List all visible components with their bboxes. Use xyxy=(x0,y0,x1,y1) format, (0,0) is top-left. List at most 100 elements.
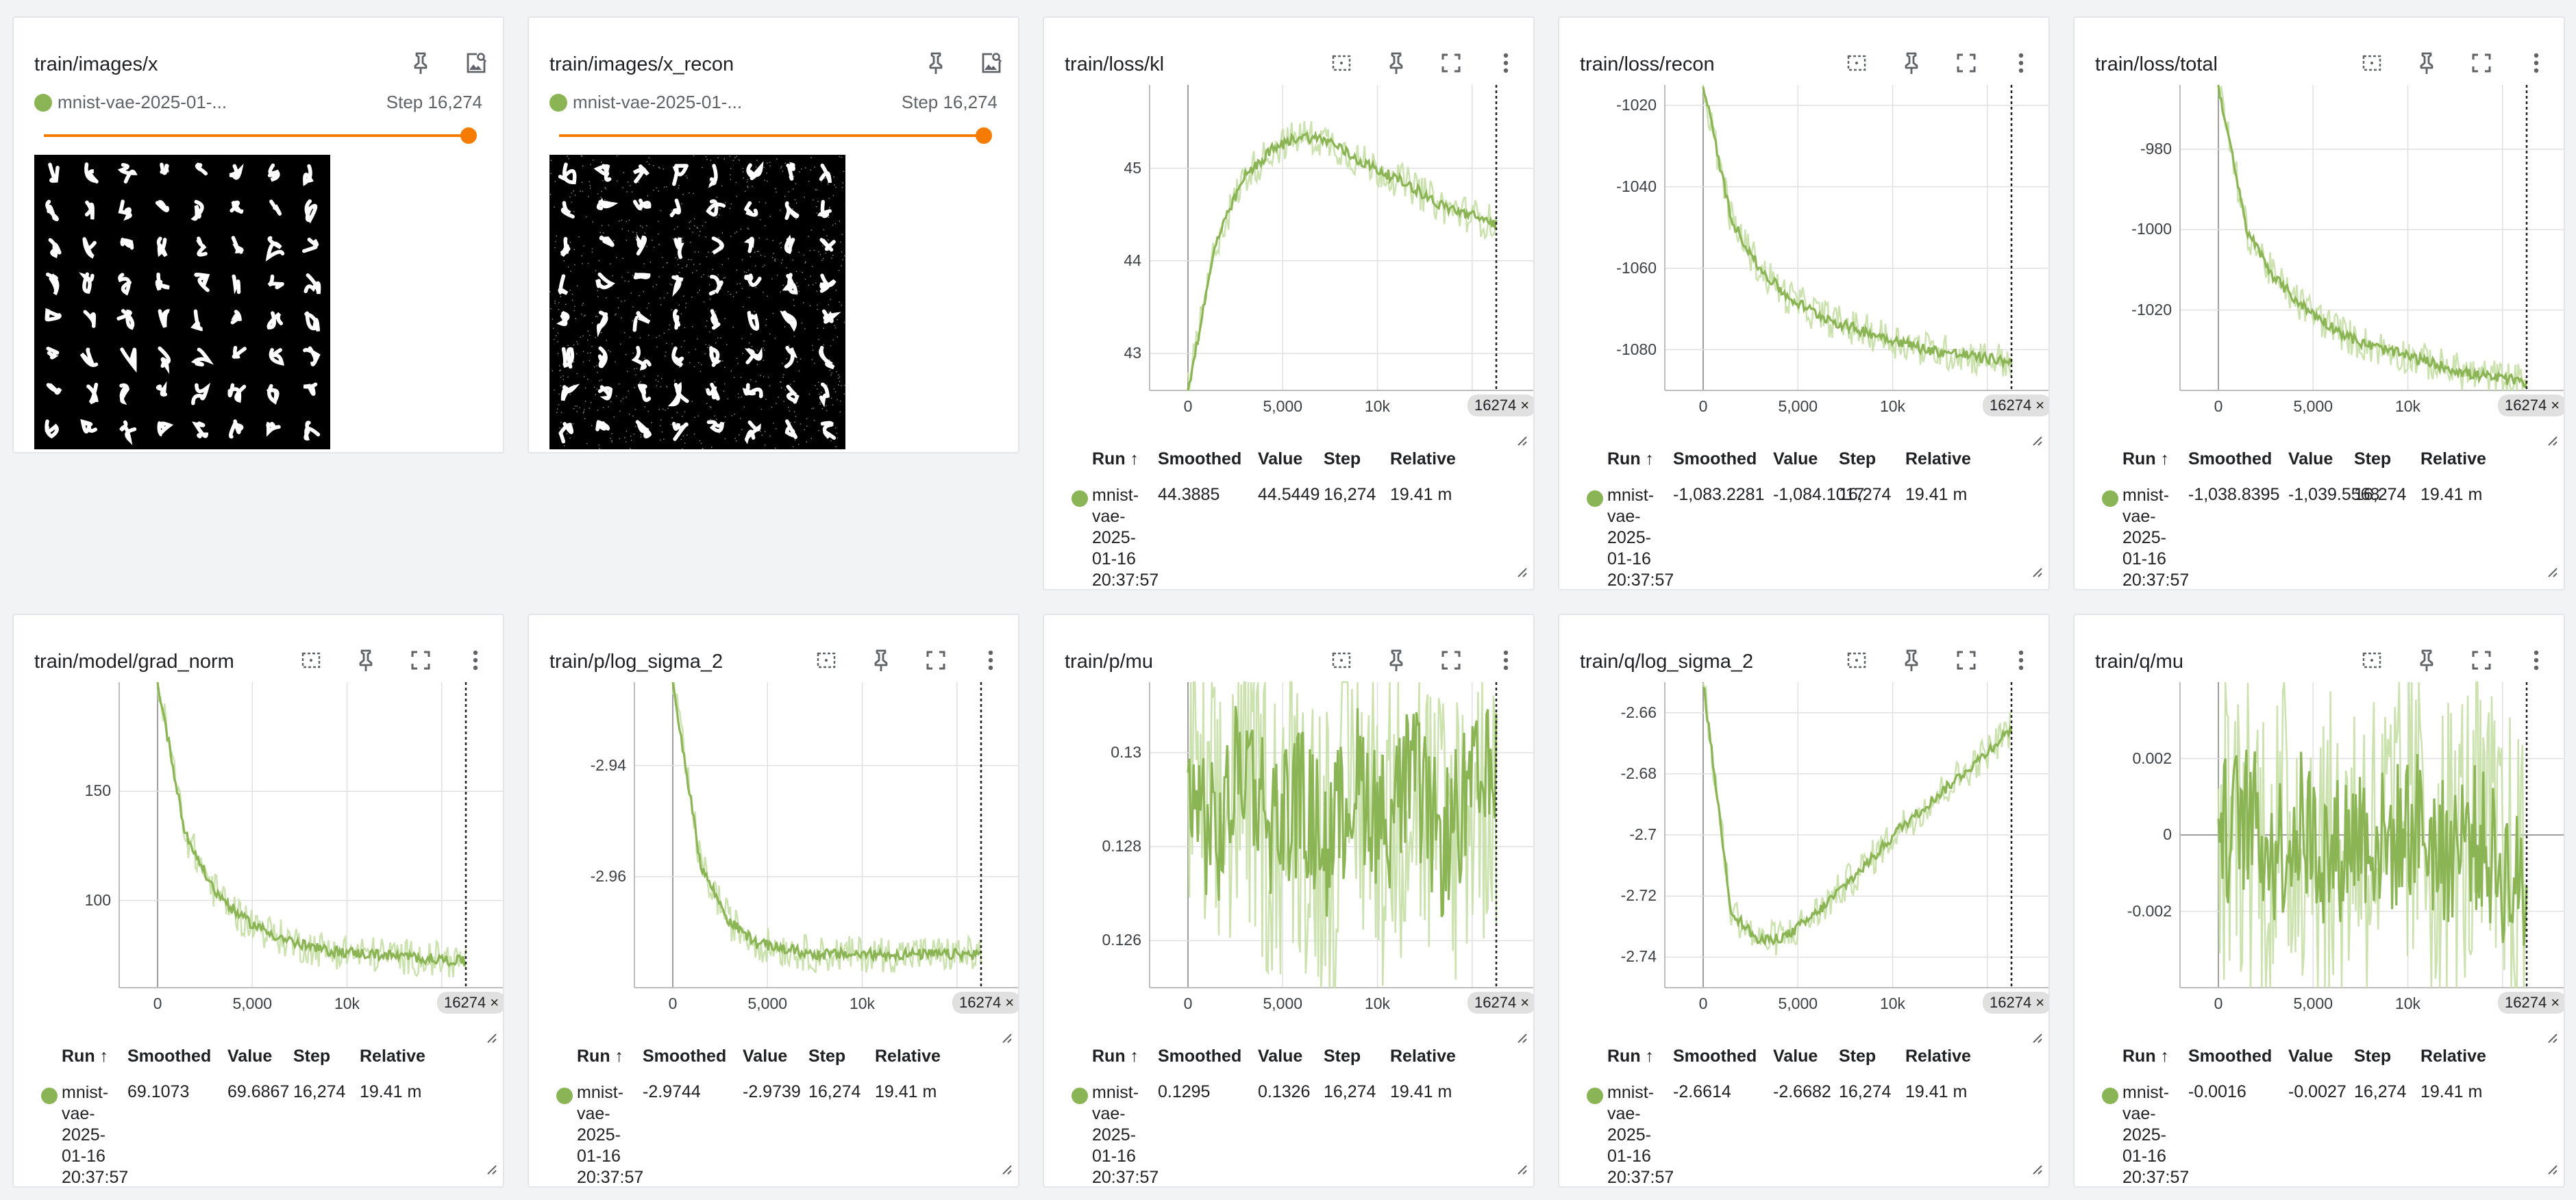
resize-handle-icon[interactable] xyxy=(485,1163,497,1175)
col-run-header[interactable]: Run ↑ xyxy=(1092,449,1139,468)
resize-handle-icon[interactable] xyxy=(1515,1163,1528,1175)
y-tick-label: 0.002 xyxy=(2132,749,2172,767)
fullscreen-icon[interactable] xyxy=(1437,647,1465,674)
resize-handle-icon[interactable] xyxy=(2546,1032,2558,1044)
run-name-line: 01-16 xyxy=(2122,549,2166,568)
digit-sample xyxy=(671,346,684,368)
resize-handle-icon[interactable] xyxy=(1000,1163,1013,1175)
series-group xyxy=(1187,681,1498,989)
step-slider-thumb[interactable] xyxy=(976,127,992,144)
card-title: train/p/mu xyxy=(1065,651,1153,673)
more-vert-icon[interactable] xyxy=(1492,647,1520,674)
fullscreen-icon[interactable] xyxy=(1953,49,1980,77)
step-slider-thumb[interactable] xyxy=(460,127,477,144)
digit-sample xyxy=(84,200,95,220)
resize-handle-icon[interactable] xyxy=(1000,1032,1013,1044)
digit-sample xyxy=(303,346,321,366)
pin-icon[interactable] xyxy=(1383,647,1410,674)
pin-icon[interactable] xyxy=(1383,49,1410,77)
pin-icon[interactable] xyxy=(2413,647,2440,674)
col-run-header[interactable]: Run ↑ xyxy=(2122,449,2170,468)
pin-icon[interactable] xyxy=(352,647,380,674)
col-run-header[interactable]: Run ↑ xyxy=(62,1047,109,1066)
step-marker-chip[interactable]: 16274 × xyxy=(1983,992,2048,1014)
resize-handle-icon[interactable] xyxy=(2546,1163,2558,1175)
resize-handle-icon[interactable] xyxy=(2031,1032,2043,1044)
mnist-sample-grid xyxy=(549,155,847,451)
fit-domain-icon[interactable] xyxy=(297,647,325,674)
fullscreen-icon[interactable] xyxy=(407,647,434,674)
resize-handle-icon[interactable] xyxy=(2031,1163,2043,1175)
step-marker-chip[interactable]: 16274 × xyxy=(1983,395,2048,416)
fullscreen-icon[interactable] xyxy=(1953,647,1980,674)
run-table: Run ↑ Smoothed Value Step Relative mnist-vae-… xyxy=(2095,1047,2564,1186)
step-slider-track[interactable] xyxy=(44,134,470,137)
digit-sample xyxy=(267,384,280,405)
image-search-icon[interactable] xyxy=(977,49,1004,77)
fit-domain-icon[interactable] xyxy=(813,647,840,674)
col-run-header[interactable]: Run ↑ xyxy=(1607,1047,1655,1066)
fullscreen-icon[interactable] xyxy=(2468,647,2495,674)
more-vert-icon[interactable] xyxy=(1492,49,1520,77)
step-slider-track[interactable] xyxy=(559,134,985,137)
fit-domain-icon[interactable] xyxy=(1843,647,1870,674)
step-marker-chip[interactable]: 16274 × xyxy=(1467,395,1533,416)
pin-icon[interactable] xyxy=(2413,49,2440,77)
step-marker-chip[interactable]: 16274 × xyxy=(952,992,1018,1014)
run-name-line: 2025- xyxy=(1092,1125,1136,1145)
resize-handle-icon[interactable] xyxy=(2031,434,2043,447)
pin-icon[interactable] xyxy=(1898,49,1925,77)
col-run-header[interactable]: Run ↑ xyxy=(1607,449,1655,468)
col-run-header[interactable]: Run ↑ xyxy=(577,1047,624,1066)
digit-sample xyxy=(45,419,59,439)
pin-icon[interactable] xyxy=(922,49,950,77)
digit-sample xyxy=(556,310,570,327)
col-run-header[interactable]: Run ↑ xyxy=(1092,1047,1139,1066)
resize-handle-icon[interactable] xyxy=(1515,434,1528,447)
fullscreen-icon[interactable] xyxy=(922,647,950,674)
fit-domain-icon[interactable] xyxy=(2358,49,2386,77)
resize-handle-icon[interactable] xyxy=(2546,434,2558,447)
run-color-dot xyxy=(1587,490,1603,507)
relative-cell: 19.41 m xyxy=(1905,485,1968,504)
digit-sample xyxy=(230,310,242,325)
pin-icon[interactable] xyxy=(867,647,895,674)
fullscreen-icon[interactable] xyxy=(2468,49,2495,77)
resize-handle-icon[interactable] xyxy=(1515,1032,1528,1044)
value-cell: -2.9739 xyxy=(743,1082,801,1101)
resize-handle-icon[interactable] xyxy=(2546,566,2558,578)
digit-sample xyxy=(708,275,723,296)
fit-domain-icon[interactable] xyxy=(1328,49,1355,77)
resize-handle-icon[interactable] xyxy=(485,1032,497,1044)
more-vert-icon[interactable] xyxy=(2007,49,2035,77)
fullscreen-icon[interactable] xyxy=(1437,49,1465,77)
step-cell: 16,274 xyxy=(293,1082,346,1101)
step-marker-chip[interactable]: 16274 × xyxy=(2498,395,2564,416)
resize-handle-icon[interactable] xyxy=(2031,566,2043,578)
pin-icon[interactable] xyxy=(1898,647,1925,674)
digit-sample xyxy=(669,198,682,218)
fit-domain-icon[interactable] xyxy=(1843,49,1870,77)
resize-handle-icon[interactable] xyxy=(1515,566,1528,578)
fit-domain-icon[interactable] xyxy=(2358,647,2386,674)
run-name-cell: mnist-vae- 2025- 01-16 20:37:57 xyxy=(1092,1082,1159,1186)
line-chart: -2.94 -2.96 0 5,000 10k 16274 × xyxy=(549,682,1018,1018)
more-vert-icon[interactable] xyxy=(977,647,1004,674)
step-marker-chip[interactable]: 16274 × xyxy=(437,992,503,1014)
digit-sample xyxy=(79,347,99,367)
run-label: mnist-vae-2025-01-... xyxy=(34,92,227,113)
more-vert-icon[interactable] xyxy=(2523,647,2550,674)
fit-domain-icon[interactable] xyxy=(1328,647,1355,674)
more-vert-icon[interactable] xyxy=(2523,49,2550,77)
image-search-icon[interactable] xyxy=(462,49,489,77)
y-tick-label: -2.72 xyxy=(1620,886,1657,905)
step-marker-chip[interactable]: 16274 × xyxy=(2498,992,2564,1014)
card-title: train/q/log_sigma_2 xyxy=(1580,651,1754,673)
more-vert-icon[interactable] xyxy=(462,647,489,674)
col-run-header[interactable]: Run ↑ xyxy=(2122,1047,2170,1066)
more-vert-icon[interactable] xyxy=(2007,647,2035,674)
pin-icon[interactable] xyxy=(407,49,434,77)
line-chart: 0.13 0.128 0.126 0 5,000 10k 16274 × xyxy=(1065,681,1533,1018)
run-name-line: 01-16 xyxy=(62,1147,106,1166)
step-marker-chip[interactable]: 16274 × xyxy=(1467,992,1533,1014)
